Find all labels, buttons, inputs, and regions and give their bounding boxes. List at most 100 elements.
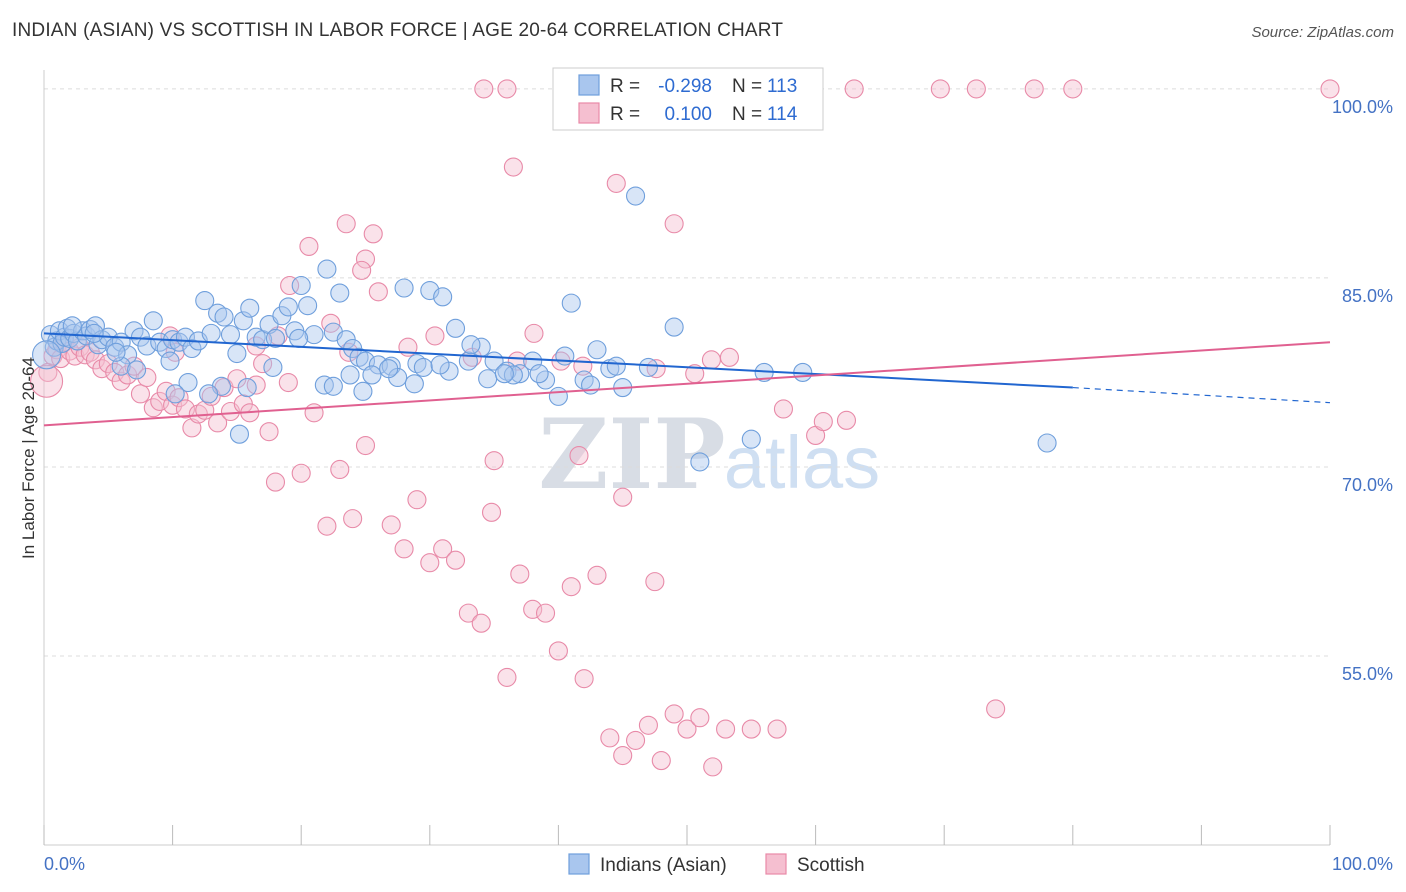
scottish-point-44 [343,509,363,529]
indian-point-77 [638,357,658,377]
indian-point-96 [413,357,433,377]
legend-r-label-1: R = [610,76,640,97]
indian-point-79 [690,452,710,472]
scottish-point-37 [259,422,279,442]
indian-point-46 [291,275,311,296]
scottish-point-58 [523,599,543,619]
y-tick-label-0: 100.0% [1332,97,1393,117]
indian-point-68 [523,351,543,371]
indian-point-105 [199,384,219,404]
scottish-point-120 [613,487,633,507]
scottish-point-55 [484,451,504,471]
scottish-point-48 [394,539,414,559]
y-tick-label-1: 85.0% [1342,286,1393,306]
indian-point-106 [229,424,250,444]
scottish-point-22 [163,395,183,415]
y-axis-title: In Labor Force | Age 20-64 [19,357,38,559]
legend-bottom-swatch-scottish [765,853,787,875]
scottish-point-24 [175,399,196,419]
legend-bottom-label-indian: Indians (Asian) [600,855,727,876]
legend-n-label-2: N = [732,104,762,125]
indian-point-32 [201,323,221,343]
scottish-point-91 [664,214,684,234]
indian-point-76 [626,186,646,206]
scottish-point-45 [355,435,376,456]
scottish-point-63 [587,565,607,585]
indian-point-55 [355,351,376,371]
indian-point-73 [587,340,607,360]
scottish-point-84 [930,79,950,99]
scottish-point-78 [474,79,494,99]
indian-point-103 [606,356,626,376]
scottish-point-41 [304,403,324,423]
indian-point-13 [85,316,105,336]
scottish-point-49 [407,490,427,510]
legend-n-value-2: 114 [767,104,798,125]
indian-point-9 [67,331,87,351]
indian-point-57 [381,356,401,376]
scottish-point-113 [701,350,721,370]
indian-point-31 [195,291,215,311]
indian-point-51 [330,283,350,303]
y-tick-label-3: 55.0% [1342,664,1393,684]
indian-point-38 [240,298,260,318]
scottish-point-52 [445,550,466,570]
scottish-point-75 [767,719,787,739]
scottish-point-87 [1063,79,1083,99]
scottish-point-70 [677,719,697,739]
scottish-point-72 [703,757,723,777]
indian-point-61 [433,287,453,307]
scottish-point-46 [368,282,388,302]
y-tick-labels: 100.0% 85.0% 70.0% 55.0% [1332,97,1393,684]
indian-point-109 [379,359,399,379]
indian-point-47 [298,296,318,316]
scottish-point-62 [574,669,594,689]
scottish-point-66 [626,730,646,750]
indian-point-100 [529,364,549,384]
scottish-point-96 [352,260,372,280]
trend-line-scottish [43,341,1331,427]
indian-point-23 [143,311,163,331]
indian-point-78 [664,317,684,337]
trend-lines [43,332,1331,427]
indian-point-70 [548,386,568,406]
scottish-point-67 [638,715,658,735]
scottish-point-97 [280,275,300,296]
indian-point-90 [263,357,283,377]
scottish-point-118 [481,502,502,522]
indian-point-93 [340,365,360,385]
x-tick-label-left: 0.0% [44,854,85,874]
indian-point-cluster [32,340,62,370]
scottish-point-61 [561,577,581,597]
scottish-point-105 [425,326,445,346]
indian-point-113 [494,364,514,384]
indian-point-101 [555,346,575,366]
scottish-point-39 [278,372,298,393]
indian-point-108 [353,381,373,401]
scottish-point-116 [813,412,833,432]
scottish-point-79 [497,79,517,99]
scottish-point-111 [646,359,666,379]
indian-point-114 [62,316,82,336]
scottish-point-71 [690,708,710,728]
scottish-point-51 [433,539,453,559]
y-tick-label-2: 70.0% [1342,475,1393,495]
indian-point-91 [289,328,309,348]
indian-point-98 [478,369,498,389]
indian-point-111 [430,355,450,375]
indian-point-94 [362,365,382,385]
indian-point-89 [237,378,257,398]
legend-bottom: Indians (Asian) Scottish [568,853,865,876]
scottish-point-23 [169,388,189,408]
scottish-point-121 [645,572,665,592]
scottish-point-88 [1320,79,1340,99]
indian-point-71 [561,293,581,313]
indian-point-86 [160,351,180,371]
scottish-point-40 [291,463,311,483]
indian-point-42 [265,328,286,348]
x-tick-label-right: 100.0% [1332,854,1393,874]
scottish-point-cluster [30,364,64,398]
source-label: Source: ZipAtlas.com [1251,24,1394,41]
legend-top: R = -0.298 N = 113 R = 0.100 N = 114 [552,67,824,131]
